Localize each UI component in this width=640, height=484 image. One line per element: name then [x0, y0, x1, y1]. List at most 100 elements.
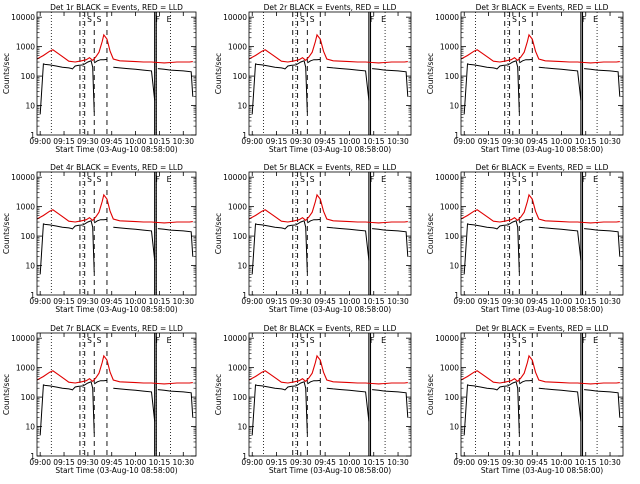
events-series-line	[519, 58, 533, 64]
panel-title: Det 1r BLACK = Events, RED = LLD	[50, 3, 183, 12]
events-series-line	[39, 63, 73, 115]
events-series-line	[496, 220, 520, 273]
y-tick-label: 10000	[435, 173, 459, 182]
x-tick-label: 10:00	[339, 137, 361, 146]
x-tick-label: 09:15	[53, 297, 75, 306]
y-tick-label: 100	[21, 72, 36, 81]
panel-3: S S F E 09:00 09:15 09:30 09:45 10:00 10:15 10:30 1…	[426, 3, 624, 154]
x-tick-label: 10:15	[363, 297, 385, 306]
marker-label: S	[310, 175, 315, 184]
x-tick-label: 09:00	[29, 458, 51, 467]
marker-label: E	[593, 175, 598, 184]
y-tick-label: 10000	[223, 334, 247, 343]
events-series-line	[372, 389, 409, 418]
x-tick-label: 09:45	[526, 297, 548, 306]
x-tick-label: 09:00	[453, 137, 475, 146]
x-tick-label: 10:00	[125, 458, 147, 467]
x-tick-label: 10:30	[172, 458, 194, 467]
marker-label: E	[381, 336, 386, 345]
panel-2: S S F E 09:00 09:15 09:30 09:45 10:00 10:15 10:30 1…	[214, 3, 412, 154]
y-tick-label: 100	[21, 232, 36, 241]
x-tick-label: 10:00	[339, 297, 361, 306]
y-tick-label: 1	[242, 452, 247, 461]
x-tick-label: 10:30	[387, 297, 409, 306]
events-series-line	[93, 218, 108, 224]
panel-frame	[36, 332, 197, 457]
events-series-line	[71, 381, 95, 434]
x-tick-label: 09:30	[290, 137, 312, 146]
x-tick-label: 09:45	[526, 137, 548, 146]
marker-label: S	[522, 336, 527, 345]
panel-1: S S F E 09:00 09:15 09:30 09:45 10:00 10:15 10:30 1…	[2, 3, 197, 154]
x-tick-label: 09:45	[314, 297, 336, 306]
panel-7: S S F E 09:00 09:15 09:30 09:45 10:00 10:15 10:30 1…	[2, 324, 197, 475]
y-tick-label: 10	[449, 262, 459, 271]
marker-label: F	[370, 175, 374, 184]
x-tick-label: 10:15	[363, 458, 385, 467]
marker-label: E	[167, 336, 172, 345]
marker-label: S	[300, 15, 305, 24]
events-series-line	[307, 379, 321, 385]
panel-frame	[248, 11, 412, 136]
marker-label: S	[512, 15, 517, 24]
y-axis-label: Counts/sec	[214, 374, 223, 415]
x-tick-label: 09:15	[266, 458, 288, 467]
x-axis-label: Start Time (03-Aug-10 08:58:00)	[481, 145, 603, 154]
x-axis-label: Start Time (03-Aug-10 08:58:00)	[269, 145, 391, 154]
x-tick-label: 10:15	[575, 458, 597, 467]
marker-label: F	[582, 15, 586, 24]
x-tick-label: 10:15	[149, 458, 171, 467]
events-series-line	[93, 58, 108, 64]
y-tick-label: 1000	[16, 364, 35, 373]
panel-frame	[460, 171, 624, 296]
marker-label: E	[593, 336, 598, 345]
x-tick-label: 09:30	[502, 458, 524, 467]
y-tick-label: 10000	[11, 334, 35, 343]
events-series-line	[538, 226, 582, 261]
y-axis-label: Counts/sec	[426, 374, 435, 415]
y-tick-label: 1	[30, 452, 35, 461]
x-tick-label: 09:00	[29, 137, 51, 146]
marker-label: S	[522, 15, 527, 24]
x-tick-label: 09:30	[77, 297, 99, 306]
x-tick-label: 10:15	[575, 137, 597, 146]
x-tick-label: 09:45	[314, 137, 336, 146]
y-axis-label: Counts/sec	[2, 374, 11, 415]
events-series-line	[584, 389, 621, 418]
events-series-line	[372, 68, 409, 97]
y-axis-label: Counts/sec	[214, 53, 223, 94]
events-series-line	[538, 387, 582, 422]
y-tick-label: 100	[445, 72, 460, 81]
x-tick-label: 09:15	[266, 297, 288, 306]
marker-label: S	[512, 175, 517, 184]
marker-label: F	[156, 15, 160, 24]
y-tick-label: 1	[454, 131, 459, 140]
y-tick-label: 10	[237, 423, 247, 432]
marker-label: S	[87, 175, 92, 184]
events-series-line	[251, 223, 285, 275]
marker-label: S	[522, 175, 527, 184]
events-series-line	[326, 226, 370, 261]
events-series-line	[284, 220, 308, 273]
y-tick-label: 1000	[228, 43, 247, 52]
y-tick-label: 10000	[223, 13, 247, 22]
events-series-line	[372, 228, 409, 257]
y-tick-label: 10	[25, 102, 35, 111]
panel-4: S S F E 09:00 09:15 09:30 09:45 10:00 10:15 10:30 1…	[2, 163, 197, 314]
panel-9: S S F E 09:00 09:15 09:30 09:45 10:00 10:15 10:30 1…	[426, 324, 624, 475]
lld-series-line	[37, 33, 193, 64]
y-tick-label: 1000	[440, 203, 459, 212]
events-series-line	[307, 218, 321, 224]
x-tick-label: 10:00	[551, 458, 573, 467]
x-axis-label: Start Time (03-Aug-10 08:58:00)	[269, 305, 391, 314]
panel-8: S S F E 09:00 09:15 09:30 09:45 10:00 10:15 10:30 1…	[214, 324, 412, 475]
plot-area	[249, 333, 409, 456]
events-series-line	[326, 66, 370, 101]
panel-6: S S F E 09:00 09:15 09:30 09:45 10:00 10:15 10:30 1…	[426, 163, 624, 314]
panel-frame	[36, 11, 197, 136]
y-tick-label: 1000	[228, 203, 247, 212]
y-tick-label: 100	[21, 393, 36, 402]
y-tick-label: 100	[445, 393, 460, 402]
marker-label: E	[167, 175, 172, 184]
panel-frame	[248, 171, 412, 296]
